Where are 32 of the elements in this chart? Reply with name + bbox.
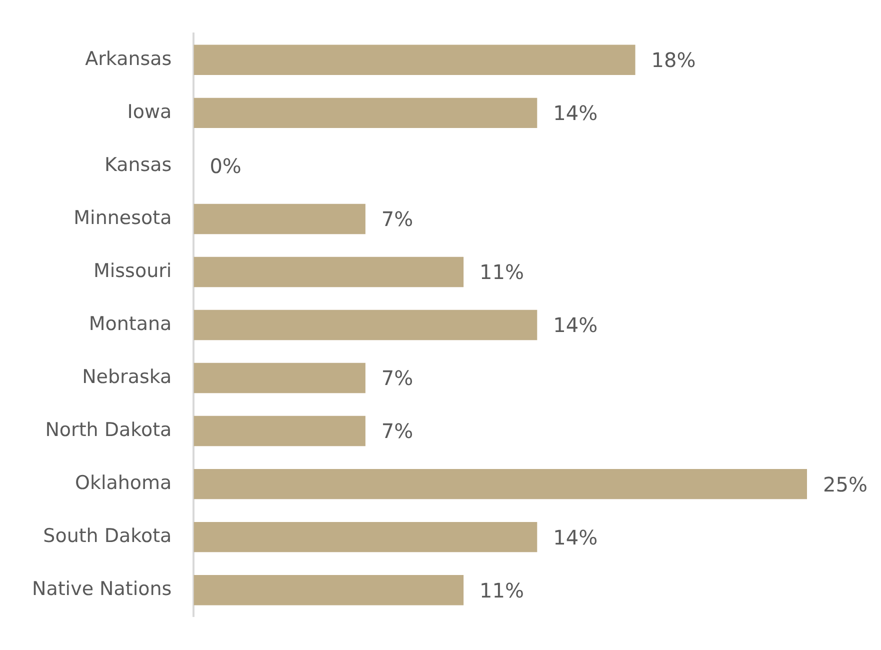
bar: [194, 468, 807, 500]
bar: [194, 310, 538, 340]
bar: [194, 416, 366, 446]
bar: [194, 256, 464, 288]
y-tick-label: Iowa: [127, 100, 172, 123]
y-tick-label: South Dakota: [43, 525, 172, 548]
y-tick-label: Native Nations: [32, 578, 172, 600]
data-label: 25%: [823, 472, 868, 496]
bar: [194, 522, 538, 552]
bar: [194, 98, 538, 128]
data-label: 7%: [381, 419, 414, 444]
bar: [194, 574, 464, 606]
data-label: 14%: [553, 313, 598, 338]
y-tick-label: Nebraska: [82, 366, 172, 388]
data-label: 14%: [553, 101, 598, 126]
bar: [194, 44, 636, 76]
y-tick-label: Oklahoma: [75, 472, 172, 494]
data-label: 0%: [210, 154, 242, 178]
y-tick-label: Minnesota: [74, 206, 172, 229]
data-label: 7%: [381, 366, 414, 390]
data-label: 7%: [381, 207, 414, 232]
bar: [194, 204, 366, 234]
data-label: 18%: [651, 48, 696, 72]
y-tick-label: Montana: [88, 312, 172, 335]
y-tick-label: Missouri: [93, 260, 172, 282]
y-tick-label: Arkansas: [85, 48, 172, 70]
data-label: 11%: [480, 578, 524, 602]
y-tick-label: Kansas: [104, 154, 172, 176]
data-label: 11%: [480, 260, 524, 284]
data-label: 14%: [553, 525, 598, 550]
y-tick-label: North Dakota: [45, 418, 172, 441]
bar: [194, 362, 366, 394]
